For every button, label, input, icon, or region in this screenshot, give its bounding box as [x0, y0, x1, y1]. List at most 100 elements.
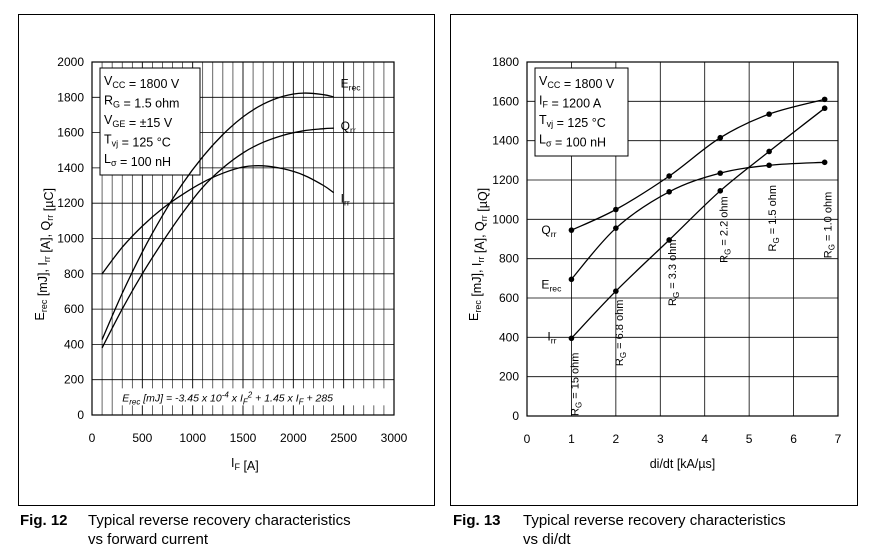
chart1-ytick-label: 1200 [57, 196, 84, 210]
chart1-ytick-label: 0 [77, 408, 84, 422]
chart2-point-Qrr [568, 227, 575, 233]
chart2-xtick-label: 4 [701, 432, 708, 446]
chart-panel-fig13 [450, 14, 858, 506]
chart2-ytick-label: 600 [499, 291, 519, 305]
chart1-label-erec: Erec [341, 77, 362, 93]
chart2-point-Erec [766, 162, 772, 169]
chart2-label-erec: Erec [541, 277, 562, 293]
chart2-rg-label: RG = 6.8 ohm [614, 300, 628, 366]
chart1-xtick-label: 3000 [381, 431, 408, 445]
chart2-ytick-label: 1200 [492, 173, 519, 187]
chart1-xlabel: IF [A] [231, 456, 259, 473]
caption-fig12: Fig. 12 Typical reverse recovery characte… [20, 511, 351, 549]
chart2-point-Erec [568, 276, 575, 283]
chart2-plot-frame [526, 61, 839, 417]
chart1-ytick-label: 200 [64, 373, 84, 387]
chart2-point-Irr [717, 188, 724, 194]
chart2-xtick-label: 3 [657, 432, 664, 446]
chart2-point-Qrr [766, 111, 772, 117]
chart2-point-Irr [766, 148, 772, 155]
caption-fig13-number: Fig. 13 [453, 512, 501, 529]
chart2-ytick-label: 1400 [492, 134, 519, 148]
chart2-ytick-label: 1800 [492, 55, 519, 69]
chart1-condition-text: RG = 1.5 ohm [104, 94, 179, 111]
chart-panel-fig12 [18, 14, 435, 506]
chart1-series-Irr [101, 165, 334, 275]
chart2-point-Irr [666, 237, 672, 243]
chart1-series-Erec [101, 92, 334, 340]
chart2-rg-label: RG = 1.5 ohm [767, 185, 781, 251]
caption-fig13: Fig. 13 Typical reverse recovery characte… [453, 511, 786, 549]
caption-fig13-line1: Typical reverse recovery characteristics [523, 512, 786, 529]
chart2-rg-label: RG = 2.2 ohm [718, 196, 732, 262]
chart1-group: 0 200 400 600 800 1000 1200 1400 1600 1800 2000 0 50… [33, 55, 408, 473]
chart2-rg-label: RG = 1.0 ohm [823, 192, 837, 258]
chart2-ytick-label: 0 [512, 409, 519, 423]
chart1-condition-text: Tvj = 125 °C [104, 133, 171, 150]
chart1-ytick-label: 1600 [57, 126, 84, 140]
chart1-ytick-label: 800 [64, 267, 84, 281]
chart2-xtick-label: 5 [746, 432, 753, 446]
chart2-xtick-label: 6 [790, 432, 797, 446]
chart2-ylabel: Erec [mJ], Irr [A], Qrr [µQ] [467, 188, 490, 321]
chart2-point-Irr [568, 335, 575, 342]
chart2-point-Erec [717, 170, 724, 176]
chart2-xtick-label: 2 [613, 432, 620, 446]
chart2-ytick-label: 800 [499, 252, 519, 266]
caption-fig12-line2: vs forward current [88, 531, 209, 548]
chart2-point-Qrr [717, 134, 724, 141]
chart2-point-Qrr [613, 206, 619, 213]
chart2-xtick-label: 1 [568, 432, 575, 446]
chart2-condition-text: VCC = 1800 V [539, 74, 615, 91]
chart1-plot-frame [91, 61, 395, 416]
chart1-condition-text: VCC = 1800 V [104, 74, 180, 91]
chart2-xlabel: di/dt [kA/µs] [650, 457, 716, 471]
chart1-xtick-label: 1000 [179, 431, 206, 445]
chart1-condition-text: Lσ = 100 nH [104, 152, 171, 169]
chart2-rg-label: RG = 15 ohm [569, 353, 583, 416]
chart1-xtick-label: 500 [132, 431, 152, 445]
chart1-xtick-label: 1500 [230, 431, 257, 445]
chart1-equation: Erec [mJ] = -3.45 x 10-4 x IF2 + 1.45 x … [122, 390, 333, 406]
chart1-ytick-label: 400 [64, 337, 84, 351]
chart1-xtick-label: 0 [89, 431, 96, 445]
chart2-ytick-label: 1000 [492, 212, 519, 226]
chart2-xtick-label: 0 [524, 432, 531, 446]
chart1-xtick-label: 2000 [280, 431, 307, 445]
chart2-ytick-label: 1600 [492, 94, 519, 108]
chart2-point-Irr [821, 105, 828, 112]
chart2-series-Qrr [571, 98, 825, 231]
chart1-condition-text: VGE = ±15 V [104, 113, 173, 130]
chart2-point-Irr [613, 288, 619, 294]
chart2-series-Irr [570, 107, 826, 339]
caption-fig12-number: Fig. 12 [20, 512, 68, 529]
chart2-point-Erec [821, 159, 828, 166]
caption-fig12-line1: Typical reverse recovery characteristics [88, 512, 351, 529]
chart2-rg-label: RG = 3.3 ohm [667, 239, 681, 305]
chart2-ytick-label: 400 [499, 330, 519, 344]
chart1-ytick-label: 1400 [57, 161, 84, 175]
chart2-point-Qrr [821, 96, 828, 103]
chart2-label-qrr: Qrr [541, 223, 556, 239]
chart1-ylabel: Erec [mJ], Irr [A], Qrr [µC] [33, 188, 56, 320]
chart1-ytick-label: 600 [64, 302, 84, 316]
chart2-group: 0 200 400 600 800 1000 1200 1400 1600 1800 0 1 2 3 4 5 6… [467, 55, 842, 471]
caption-fig13-line2: vs di/dt [523, 531, 571, 548]
chart1-ytick-label: 1800 [57, 90, 84, 104]
chart2-label-irr: Irr [547, 329, 556, 345]
chart2-point-Erec [666, 189, 672, 195]
chart1-equation-bg [117, 388, 389, 406]
chart2-condition-text: Lσ = 100 nH [539, 133, 606, 150]
chart2-condition-text: IF = 1200 A [539, 94, 602, 111]
chart2-condition-text: Tvj = 125 °C [539, 113, 606, 130]
chart2-point-Erec [613, 225, 619, 231]
chart1-label-irr: Irr [341, 191, 350, 207]
chart2-conditions-box [534, 67, 629, 157]
chart1-conditions-box [99, 67, 201, 176]
chart2-xtick-label: 7 [835, 432, 842, 446]
chart1-label-qrr: Qrr [341, 119, 356, 135]
chart2-ytick-label: 200 [499, 370, 519, 384]
chart1-series-Qrr [101, 127, 334, 349]
chart1-xtick-label: 2500 [330, 431, 357, 445]
